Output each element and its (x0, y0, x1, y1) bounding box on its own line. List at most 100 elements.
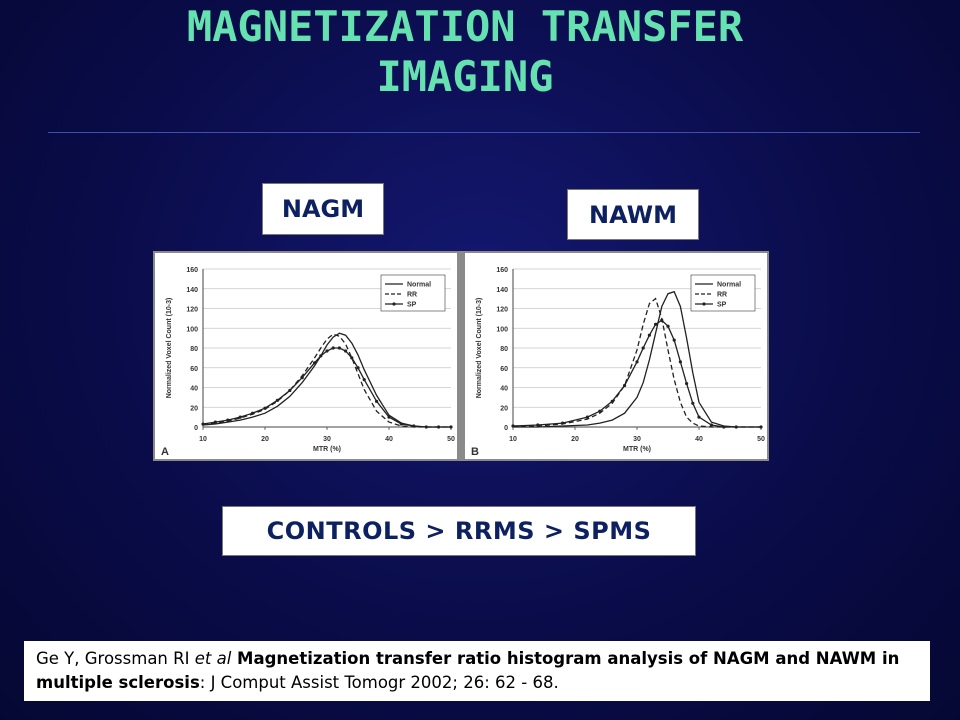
x-tick-label: 50 (447, 436, 455, 443)
legend-swatch-dot (392, 302, 396, 306)
x-tick-label: 20 (261, 436, 269, 443)
series-line-normal (513, 290, 761, 428)
series-point-sp (238, 415, 242, 419)
series-point-sp (275, 398, 279, 402)
x-tick-label: 40 (695, 436, 703, 443)
legend-box (380, 274, 446, 312)
series-point-sp (623, 383, 627, 388)
y-tick-label: 0 (504, 425, 508, 432)
series-point-sp (288, 388, 292, 393)
citation-title: Magnetization transfer ratio histogram a… (36, 649, 900, 692)
series-point-sp (666, 324, 670, 328)
series-point-sp (424, 425, 428, 429)
y-tick-label: 100 (186, 326, 198, 333)
x-tick-label: 10 (199, 436, 207, 443)
slide-title: MAGNETIZATION TRANSFER IMAGING (0, 2, 930, 102)
series-point-sp (412, 424, 416, 428)
legend-label: SP (717, 302, 727, 309)
y-tick-label: 100 (496, 326, 508, 333)
y-tick-label: 120 (186, 307, 198, 314)
series-point-sp (437, 425, 441, 429)
series-point-sp (697, 415, 701, 419)
series-point-sp (691, 401, 695, 405)
chart-panel-b: 0 20 40 60 80 100 120 140 160 10 20 30 40 50 MTR (%) No… (471, 267, 765, 458)
legend-label: SP (407, 302, 417, 309)
series-point-sp (610, 399, 614, 403)
chart-panel-a: 0 20 40 60 80 100 120 140 160 10 20 30 40 50 MTR (%) No… (161, 267, 455, 458)
series-point-sp (362, 378, 366, 382)
y-tick-label: 40 (500, 386, 508, 393)
series-point-sp (678, 360, 683, 364)
series-point-sp (350, 356, 354, 360)
series-point-sp (375, 399, 379, 403)
series-point-sp (734, 425, 738, 429)
y-tick-label: 20 (190, 405, 198, 412)
series-point-sp (672, 338, 676, 342)
legend-swatch-dot (702, 302, 706, 306)
series-point-sp (251, 411, 255, 415)
y-axis-label: Normalized Voxel Count (10-3) (476, 298, 483, 399)
y-tick-label: 60 (190, 366, 198, 373)
legend-label: Normal (407, 282, 431, 289)
y-tick-label: 40 (190, 386, 198, 393)
series-point-sp (561, 421, 565, 425)
series-line-rr (513, 297, 761, 428)
series-point-sp (654, 322, 658, 326)
series-point-sp (585, 415, 589, 419)
y-tick-label: 60 (500, 366, 508, 373)
legend-box (690, 274, 756, 312)
controls-comparison: CONTROLS > RRMS > SPMS (222, 506, 696, 556)
y-tick-label: 140 (186, 287, 198, 294)
series-point-sp (263, 406, 267, 410)
x-tick-label: 30 (323, 436, 331, 443)
nagm-label: NAGM (262, 183, 384, 235)
y-tick-label: 0 (194, 425, 198, 432)
legend-label: Normal (717, 282, 741, 289)
series-point-sp (226, 418, 230, 422)
x-tick-label: 40 (385, 436, 393, 443)
series-point-sp (399, 422, 403, 426)
series-point-sp (685, 381, 689, 386)
y-tick-label: 120 (496, 307, 508, 314)
series-point-sp (536, 423, 540, 427)
panel-label: B (471, 446, 479, 458)
series-point-sp (598, 409, 602, 413)
citation-journal: : J Comput Assist Tomogr 2002; 26: 62 - … (199, 673, 559, 692)
citation-etal: et al (194, 649, 232, 668)
series-point-sp (201, 422, 205, 426)
series-point-sp (331, 346, 335, 350)
slide-title-line2: IMAGING (376, 52, 554, 101)
series-point-sp (660, 318, 664, 322)
series-point-sp (337, 346, 341, 350)
series-point-sp (313, 361, 317, 365)
y-tick-label: 80 (190, 346, 198, 353)
series-point-sp (344, 349, 348, 353)
series-point-sp (722, 425, 726, 429)
series-point-sp (387, 415, 391, 419)
series-point-sp (300, 376, 304, 380)
x-axis-label: MTR (%) (313, 446, 341, 453)
y-tick-label: 140 (496, 287, 508, 294)
y-tick-label: 20 (500, 405, 508, 412)
legend-label: RR (407, 292, 417, 299)
x-axis-label: MTR (%) (623, 446, 651, 453)
title-divider (48, 132, 920, 133)
series-point-sp (641, 346, 645, 350)
x-tick-label: 30 (633, 436, 641, 443)
x-tick-label: 10 (509, 436, 517, 443)
y-axis-label: Normalized Voxel Count (10-3) (166, 298, 173, 399)
panel-label: A (161, 446, 169, 458)
series-point-sp (213, 420, 217, 424)
series-point-sp (647, 333, 651, 337)
series-point-sp (635, 360, 639, 364)
y-tick-label: 160 (186, 267, 198, 274)
citation: Ge Y, Grossman RI et al Magnetization tr… (24, 641, 930, 701)
series-line-sp (512, 319, 761, 428)
series-point-sp (325, 349, 329, 353)
series-point-sp (319, 354, 323, 358)
x-tick-label: 50 (757, 436, 765, 443)
y-tick-label: 160 (496, 267, 508, 274)
x-tick-label: 20 (571, 436, 579, 443)
series-point-sp (449, 425, 453, 429)
